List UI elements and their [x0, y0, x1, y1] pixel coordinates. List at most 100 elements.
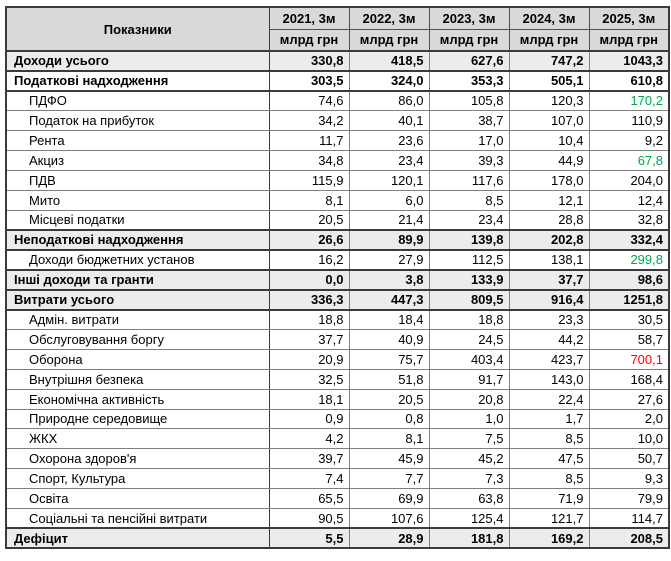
row-label: Освіта [5, 488, 270, 509]
table-row: Адмін. витрати 18,8 18,4 18,8 23,3 30,5 [5, 309, 670, 330]
header-unit: млрд грн [588, 28, 670, 52]
row-value: 332,4 [588, 229, 670, 251]
row-value: 610,8 [588, 69, 670, 92]
row-value: 0,0 [268, 268, 350, 291]
header-row-units: млрд грн млрд грн млрд грн млрд грн млрд… [6, 28, 670, 52]
table-row: Неподаткові надходження 26,6 89,9 139,8 202,… [5, 229, 670, 251]
row-value: 90,5 [268, 507, 350, 529]
table-row: Внутрішня безпека 32,5 51,8 91,7 143,0 168,4 [5, 368, 670, 390]
row-value: 170,2 [588, 90, 670, 112]
header-unit: млрд грн [268, 28, 350, 52]
table-row: Обслуговування боргу 37,7 40,9 24,5 44,2 58,7 [5, 328, 670, 350]
row-value: 24,5 [428, 328, 510, 350]
row-value: 18,1 [268, 388, 350, 410]
row-value: 20,5 [268, 209, 350, 231]
row-value: 27,6 [588, 388, 670, 410]
row-value: 18,8 [428, 309, 510, 330]
header-row-years: Показники 2021, 3м 2022, 3м 2023, 3м 202… [5, 6, 670, 52]
row-value: 107,6 [348, 507, 430, 529]
row-label: Соціальні та пенсійні витрати [5, 507, 270, 529]
row-value: 51,8 [348, 368, 430, 390]
row-value: 299,8 [588, 249, 670, 271]
row-value: 20,8 [428, 388, 510, 410]
row-value: 26,6 [268, 229, 350, 251]
row-label: Рента [5, 130, 270, 151]
row-label: Інші доходи та гранти [5, 268, 270, 291]
row-value: 8,5 [428, 189, 510, 211]
row-value: 89,9 [348, 229, 430, 251]
row-value: 27,9 [348, 249, 430, 271]
row-value: 700,1 [588, 348, 670, 370]
row-value: 10,4 [508, 130, 590, 151]
row-label: Внутрішня безпека [5, 368, 270, 390]
header-unit: млрд грн [428, 28, 510, 52]
row-value: 44,2 [508, 328, 590, 350]
row-value: 71,9 [508, 488, 590, 509]
row-value: 169,2 [508, 527, 590, 550]
row-value: 17,0 [428, 130, 510, 151]
row-value: 303,5 [268, 69, 350, 92]
row-value: 107,0 [508, 110, 590, 132]
row-value: 7,5 [428, 428, 510, 450]
row-value: 353,3 [428, 69, 510, 92]
row-label: Обслуговування боргу [5, 328, 270, 350]
row-label: Охорона здоров'я [5, 448, 270, 470]
row-value: 418,5 [348, 50, 430, 72]
row-label: Доходи усього [5, 50, 270, 72]
row-value: 65,5 [268, 488, 350, 509]
table-row: Дефіцит 5,5 28,9 181,8 169,2 208,5 [5, 527, 670, 550]
row-value: 50,7 [588, 448, 670, 470]
header-unit: млрд грн [348, 28, 430, 52]
row-value: 0,8 [348, 408, 430, 430]
row-value: 7,4 [268, 468, 350, 490]
header-year-2024: 2024, 3м [508, 6, 590, 30]
row-value: 12,4 [588, 189, 670, 211]
row-value: 423,7 [508, 348, 590, 370]
row-value: 105,8 [428, 90, 510, 112]
row-value: 627,6 [428, 50, 510, 72]
row-value: 1,0 [428, 408, 510, 430]
row-value: 336,3 [268, 288, 350, 311]
row-value: 1251,8 [588, 288, 670, 311]
table-row: ЖКХ 4,2 8,1 7,5 8,5 10,0 [5, 428, 670, 450]
row-label: ЖКХ [5, 428, 270, 450]
row-value: 120,3 [508, 90, 590, 112]
row-label: Податкові надходження [5, 69, 270, 92]
budget-table: Показники 2021, 3м 2022, 3м 2023, 3м 202… [5, 6, 670, 550]
row-label: Неподаткові надходження [5, 229, 270, 251]
row-value: 330,8 [268, 50, 350, 72]
row-value: 1043,3 [588, 50, 670, 72]
row-value: 98,6 [588, 268, 670, 291]
row-value: 63,8 [428, 488, 510, 509]
row-label: Місцеві податки [5, 209, 270, 231]
row-value: 22,4 [508, 388, 590, 410]
header-year-2021: 2021, 3м [268, 6, 350, 30]
row-value: 447,3 [348, 288, 430, 311]
row-value: 747,2 [508, 50, 590, 72]
table-row: Оборона 20,9 75,7 403,4 423,7 700,1 [5, 348, 670, 370]
table-row: ПДФО 74,6 86,0 105,8 120,3 170,2 [5, 90, 670, 112]
row-value: 91,7 [428, 368, 510, 390]
row-value: 44,9 [508, 149, 590, 171]
table-row: Податкові надходження 303,5 324,0 353,3 505,… [5, 69, 670, 92]
row-label: Податок на прибуток [5, 110, 270, 132]
table-row: Економічна активність 18,1 20,5 20,8 22,4 27,… [5, 388, 670, 410]
row-value: 7,3 [428, 468, 510, 490]
row-value: 38,7 [428, 110, 510, 132]
row-value: 120,1 [348, 169, 430, 191]
row-label: Акциз [5, 149, 270, 171]
row-value: 79,9 [588, 488, 670, 509]
header-indicators: Показники [5, 6, 270, 52]
row-value: 47,5 [508, 448, 590, 470]
row-value: 32,5 [268, 368, 350, 390]
row-value: 403,4 [428, 348, 510, 370]
row-value: 8,5 [508, 428, 590, 450]
row-value: 8,1 [348, 428, 430, 450]
table-row: Податок на прибуток 34,2 40,1 38,7 107,0 110,… [5, 110, 670, 132]
row-value: 138,1 [508, 249, 590, 271]
row-value: 4,2 [268, 428, 350, 450]
row-value: 10,0 [588, 428, 670, 450]
row-value: 6,0 [348, 189, 430, 211]
row-value: 23,4 [348, 149, 430, 171]
row-value: 208,5 [588, 527, 670, 550]
